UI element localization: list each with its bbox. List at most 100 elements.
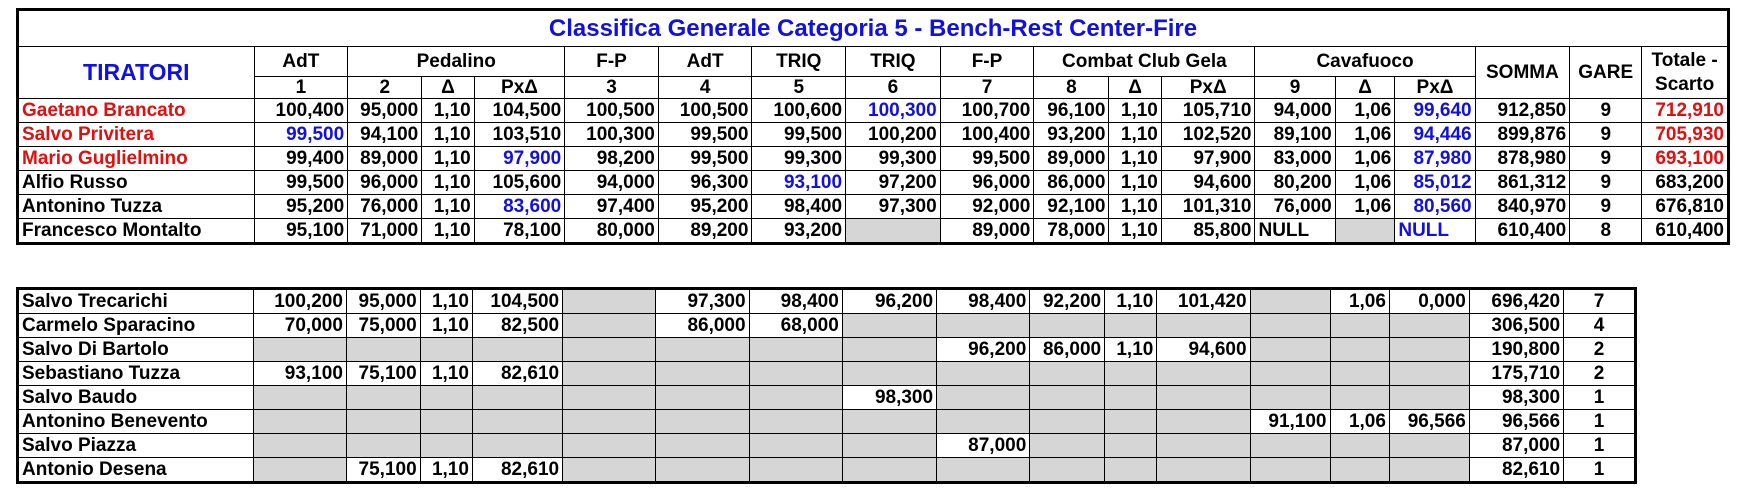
table-cell: 683,200 bbox=[1641, 170, 1729, 195]
table-cell: 105,710 bbox=[1160, 98, 1256, 123]
table-cell: 9 bbox=[1569, 98, 1643, 123]
table-cell: 103,510 bbox=[473, 122, 566, 147]
table-cell: 1,10 bbox=[1108, 194, 1162, 219]
table-cell: 99,500 bbox=[253, 170, 349, 195]
sub-header: Δ bbox=[1334, 76, 1396, 99]
group-header: TRIQ bbox=[751, 46, 847, 77]
table-cell: 95,100 bbox=[253, 218, 349, 244]
table-cell: 9 bbox=[1569, 170, 1643, 195]
table-cell: 96,300 bbox=[657, 170, 753, 195]
shooter-name: Francesco Montalto bbox=[17, 218, 255, 244]
table-cell bbox=[252, 385, 347, 410]
table-cell: 100,700 bbox=[939, 98, 1035, 123]
table-cell bbox=[1388, 313, 1470, 338]
table-cell: 899,876 bbox=[1474, 122, 1571, 147]
table-cell: 93,100 bbox=[252, 361, 347, 386]
table-cell: 676,810 bbox=[1641, 194, 1729, 219]
table-cell: 68,000 bbox=[748, 313, 843, 338]
sub-header: Δ bbox=[1108, 76, 1162, 99]
table-cell bbox=[841, 433, 938, 458]
gare-header: GARE bbox=[1569, 46, 1643, 99]
table-cell bbox=[252, 457, 347, 483]
table-cell: 97,900 bbox=[1160, 146, 1256, 171]
table-row: Mario Guglielmino 99,400 89,000 1,10 97,900 9… bbox=[17, 146, 1729, 171]
table-cell: 82,610 bbox=[471, 457, 564, 483]
table-cell: 100,200 bbox=[252, 288, 347, 314]
table-cell bbox=[936, 313, 1031, 338]
shooter-name: Salvo Privitera bbox=[17, 122, 255, 147]
table-cell: 97,300 bbox=[845, 194, 941, 219]
table-cell: 1,06 bbox=[1329, 288, 1390, 314]
group-header: Cavafuoco bbox=[1254, 46, 1476, 77]
table-cell: 102,520 bbox=[1160, 122, 1256, 147]
sub-header: 3 bbox=[564, 76, 659, 99]
table-cell bbox=[1329, 337, 1390, 362]
sub-header: 8 bbox=[1033, 76, 1110, 99]
table-cell: 9 bbox=[1569, 194, 1643, 219]
table-cell bbox=[1104, 385, 1158, 410]
table-cell: 80,560 bbox=[1394, 194, 1476, 219]
table-cell: 1,10 bbox=[421, 170, 475, 195]
table-cell: 94,600 bbox=[1160, 170, 1256, 195]
table-cell: 99,640 bbox=[1394, 98, 1476, 123]
table-cell: 94,446 bbox=[1394, 122, 1476, 147]
table-cell: 100,500 bbox=[564, 98, 659, 123]
table-cell: 1,10 bbox=[1108, 98, 1162, 123]
table-cell bbox=[1156, 409, 1251, 434]
table-row: Sebastiano Tuzza 93,100 75,100 1,10 82,610 17… bbox=[17, 361, 1636, 386]
table-cell bbox=[252, 433, 347, 458]
table-cell: 4 bbox=[1563, 313, 1636, 338]
table-cell: 83,600 bbox=[473, 194, 566, 219]
table-cell: 100,300 bbox=[845, 98, 941, 123]
group-header: F-P bbox=[939, 46, 1035, 77]
table-row: Antonino Benevento 91,100 1,06 96,566 96,566… bbox=[17, 409, 1636, 434]
table-cell bbox=[655, 457, 750, 483]
sub-header-row: 1 2 Δ PxΔ 3 4 5 6 7 8 Δ PxΔ 9 Δ PxΔ bbox=[18, 76, 1729, 99]
table-cell: 98,400 bbox=[748, 288, 843, 314]
table-cell: 100,200 bbox=[845, 122, 941, 147]
shooter-name: Antonino Tuzza bbox=[17, 194, 255, 219]
table-cell: 97,400 bbox=[564, 194, 659, 219]
table-cell: 1 bbox=[1563, 457, 1636, 483]
page-title: Classifica Generale Categoria 5 - Bench-… bbox=[17, 9, 1729, 47]
table-cell: 104,500 bbox=[471, 288, 564, 314]
table-cell: 89,100 bbox=[1254, 122, 1336, 147]
table-cell bbox=[419, 409, 473, 434]
table-cell: 1,10 bbox=[419, 457, 473, 483]
table-cell: 89,000 bbox=[347, 146, 423, 171]
table-cell: 99,500 bbox=[253, 122, 349, 147]
table-cell bbox=[471, 337, 564, 362]
table-cell: 912,850 bbox=[1474, 98, 1571, 123]
table-cell: 1,06 bbox=[1334, 146, 1396, 171]
table-cell: 95,000 bbox=[345, 288, 421, 314]
table-cell: 610,400 bbox=[1474, 218, 1571, 244]
table-cell: 1,10 bbox=[1108, 218, 1162, 244]
table-cell: 87,000 bbox=[936, 433, 1031, 458]
shooter-name: Mario Guglielmino bbox=[17, 146, 255, 171]
table-cell bbox=[1388, 337, 1470, 362]
table-cell bbox=[936, 409, 1031, 434]
table-cell: 1,10 bbox=[419, 361, 473, 386]
table-cell: 92,200 bbox=[1029, 288, 1106, 314]
sub-header: 6 bbox=[845, 76, 941, 99]
table-cell: NULL bbox=[1394, 218, 1476, 244]
table-cell: 1,10 bbox=[421, 122, 475, 147]
table-cell: 96,566 bbox=[1388, 409, 1470, 434]
table-cell: 83,000 bbox=[1254, 146, 1336, 171]
table-cell: 1,10 bbox=[1108, 146, 1162, 171]
table-cell: 1,10 bbox=[1108, 170, 1162, 195]
table-cell: 1,10 bbox=[421, 194, 475, 219]
table-cell: 100,400 bbox=[939, 122, 1035, 147]
table-cell bbox=[1329, 457, 1390, 483]
table-cell: 100,400 bbox=[253, 98, 349, 123]
sub-header: 5 bbox=[751, 76, 847, 99]
table-cell: 96,000 bbox=[347, 170, 423, 195]
shooter-name: Antonino Benevento bbox=[17, 409, 254, 434]
table-cell bbox=[655, 337, 750, 362]
table-cell: 1,10 bbox=[421, 98, 475, 123]
table-cell: 1 bbox=[1563, 409, 1636, 434]
table-cell: 99,500 bbox=[939, 146, 1035, 171]
shooter-name: Gaetano Brancato bbox=[17, 98, 255, 123]
table-cell: 71,000 bbox=[347, 218, 423, 244]
table-cell bbox=[562, 337, 657, 362]
